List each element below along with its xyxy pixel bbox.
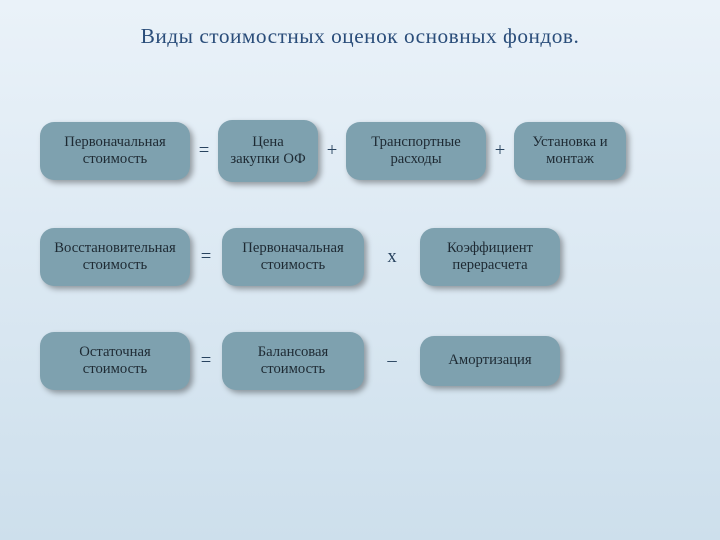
operator-times: х [364,246,420,268]
chip-initial-cost: Первоначальная стоимость [40,122,190,180]
operator-plus: + [486,140,514,162]
chip-residual-cost: Остаточная стоимость [40,332,190,390]
slide-title: Виды стоимостных оценок основных фондов. [0,24,720,49]
formula-rows: Первоначальная стоимость = Цена закупки … [40,120,680,436]
formula-row: Остаточная стоимость = Балансовая стоимо… [40,332,680,390]
formula-row: Восстановительная стоимость = Первоначал… [40,228,680,286]
operator-equals: = [190,350,222,372]
formula-row: Первоначальная стоимость = Цена закупки … [40,120,680,182]
operator-equals: = [190,246,222,268]
chip-depreciation: Амортизация [420,336,560,386]
chip-recalc-coef: Коэффициент перерасчета [420,228,560,286]
chip-installation: Установка и монтаж [514,122,626,180]
chip-book-value: Балансовая стоимость [222,332,364,390]
chip-purchase-price: Цена закупки ОФ [218,120,318,182]
operator-minus: – [364,350,420,372]
slide: Виды стоимостных оценок основных фондов.… [0,0,720,540]
chip-transport-costs: Транспортные расходы [346,122,486,180]
operator-equals: = [190,140,218,162]
chip-replacement-cost: Восстановительная стоимость [40,228,190,286]
chip-initial-cost-2: Первоначальная стоимость [222,228,364,286]
operator-plus: + [318,140,346,162]
